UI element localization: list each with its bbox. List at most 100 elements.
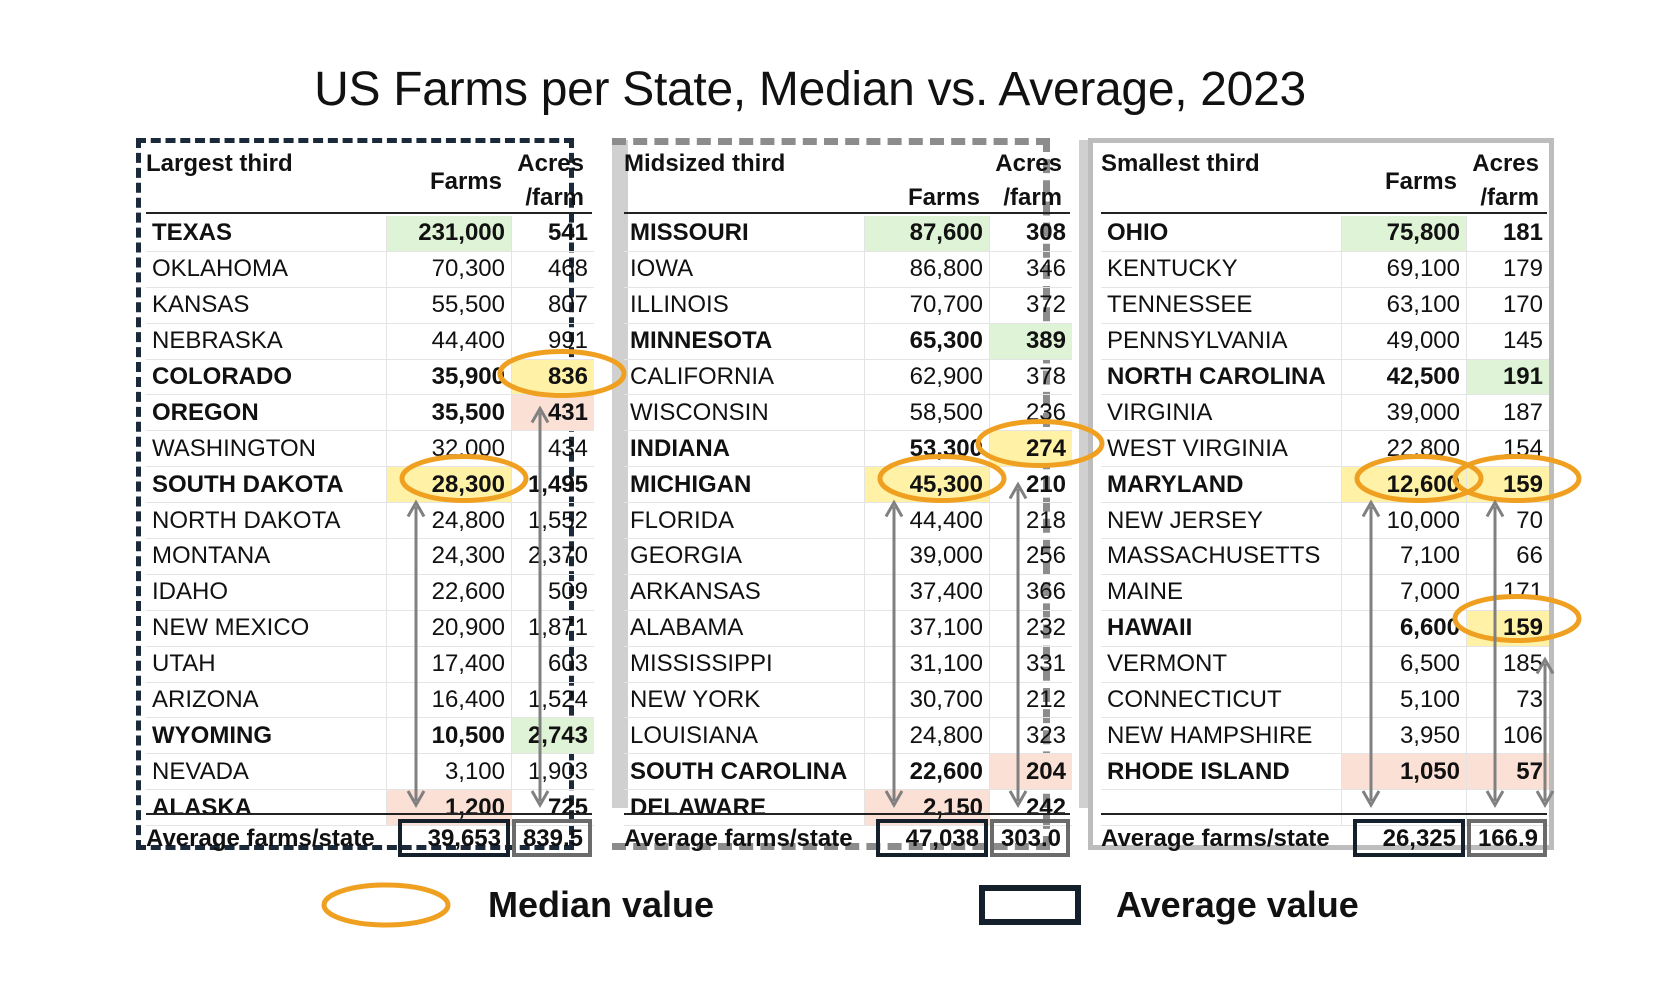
acres-value: 468: [511, 251, 594, 288]
state-name: MISSISSIPPI: [624, 646, 865, 683]
state-name: WASHINGTON: [146, 430, 387, 468]
farms-header-small: Farms: [1384, 168, 1457, 195]
farms-value: 231,000: [386, 216, 512, 252]
table-row: NORTH CAROLINA 42,500 191: [1101, 359, 1549, 396]
table-row: VIRGINIA 39,000 187: [1101, 394, 1549, 432]
table-row: IDAHO 22,600 509: [146, 574, 594, 611]
state-name: OREGON: [146, 394, 387, 432]
median-acres-ring: [975, 419, 1105, 468]
farms-value: 24,800: [386, 502, 512, 540]
median-acres-ring: [1452, 594, 1582, 643]
acres-value: 1,903: [511, 753, 594, 791]
farms-value: 7,000: [1341, 574, 1467, 611]
acres-range-arrow: [1485, 499, 1505, 809]
state-name: TEXAS: [146, 216, 387, 252]
acres-value: 836: [511, 359, 594, 396]
acres-header-small: Acres: [1472, 150, 1539, 177]
farms-range-arrow: [884, 499, 904, 809]
median-farms-ring: [399, 454, 529, 503]
table-row: LOUISIANA 24,800 323: [624, 717, 1072, 755]
average-rule-mid: [624, 813, 1070, 815]
legend-median-label: Median value: [488, 884, 715, 925]
farms-value: 6,600: [1341, 610, 1467, 647]
table-row: NEW YORK 30,700 212: [624, 682, 1072, 719]
state-name: FLORIDA: [624, 502, 865, 540]
state-name: ALABAMA: [624, 610, 865, 647]
table-row: NEBRASKA 44,400 991: [146, 323, 594, 360]
state-name: WYOMING: [146, 717, 387, 755]
average-rule-large: [146, 813, 592, 815]
acres-value: 1,524: [511, 682, 594, 719]
acres-value: 389: [989, 323, 1072, 360]
farms-value: 87,600: [864, 216, 990, 252]
median-acres-ring: [1452, 454, 1582, 503]
acres-value: 256: [989, 538, 1072, 575]
acres-value: 204: [989, 753, 1072, 791]
table-row: KANSAS 55,500 807: [146, 287, 594, 324]
table-large: TEXAS 231,000 541 OKLAHOMA 70,300 468 KANSAS 55…: [146, 216, 594, 827]
farms-value: 22,600: [864, 753, 990, 791]
state-name: ALASKA: [146, 789, 387, 827]
acres-header-large: Acres: [517, 150, 584, 177]
farms-value: 65,300: [864, 323, 990, 360]
state-name: DELAWARE: [624, 789, 865, 827]
average-label-large: Average farms/state: [146, 825, 375, 852]
acres-value: 212: [989, 682, 1072, 719]
state-name: MARYLAND: [1101, 466, 1342, 504]
farms-value: 3,100: [386, 753, 512, 791]
legend-average-label: Average value: [1116, 884, 1359, 925]
state-name: CONNECTICUT: [1101, 682, 1342, 719]
farms-value: 58,500: [864, 394, 990, 432]
acres-value: 346: [989, 251, 1072, 288]
farms-value: 3,950: [1341, 717, 1467, 755]
farms-value: 5,100: [1341, 682, 1467, 719]
table-row: ILLINOIS 70,700 372: [624, 287, 1072, 324]
acres-value: 323: [989, 717, 1072, 755]
acres-value: 187: [1466, 394, 1549, 432]
table-row: VERMONT 6,500 185: [1101, 646, 1549, 683]
state-name: KANSAS: [146, 287, 387, 324]
state-name: OHIO: [1101, 216, 1342, 252]
acres-subheader-small: /farm: [1480, 184, 1539, 211]
average-label-mid: Average farms/state: [624, 825, 853, 852]
state-name: NORTH CAROLINA: [1101, 359, 1342, 396]
average-farms-large: 39,653: [398, 819, 510, 857]
acres-range-arrow-lower: [1535, 656, 1555, 809]
table-small: OHIO 75,800 181 KENTUCKY 69,100 179 TENNESSEE 6…: [1101, 216, 1549, 827]
average-label-small: Average farms/state: [1101, 825, 1330, 852]
acres-range-arrow: [530, 405, 550, 809]
table-row: GEORGIA 39,000 256: [624, 538, 1072, 575]
farms-value: 30,700: [864, 682, 990, 719]
acres-value: 509: [511, 574, 594, 611]
average-acres-small: 166.9: [1467, 819, 1547, 857]
acres-value: 73: [1466, 682, 1549, 719]
group-title-mid: Midsized third: [624, 150, 786, 177]
state-name: ILLINOIS: [624, 287, 865, 324]
state-name: MONTANA: [146, 538, 387, 575]
acres-value: 232: [989, 610, 1072, 647]
table-row: TENNESSEE 63,100 170: [1101, 287, 1549, 324]
state-name: VERMONT: [1101, 646, 1342, 683]
average-acres-mid: 303.0: [990, 819, 1070, 857]
acres-value: 218: [989, 502, 1072, 540]
smallest-third-panel: [1088, 138, 1554, 850]
farms-value: 10,000: [1341, 502, 1467, 540]
table-row: COLORADO 35,900 836: [146, 359, 594, 396]
acres-value: 66: [1466, 538, 1549, 575]
acres-value: 431: [511, 394, 594, 432]
farms-header-large: Farms: [429, 168, 502, 195]
farms-value: 55,500: [386, 287, 512, 324]
average-acres-large: 839.5: [512, 819, 592, 857]
table-row: IOWA 86,800 346: [624, 251, 1072, 288]
acres-value: 106: [1466, 717, 1549, 755]
median-acres-ring: [497, 349, 627, 398]
farms-value: 24,300: [386, 538, 512, 575]
farms-value: 70,300: [386, 251, 512, 288]
farms-value: 75,800: [1341, 216, 1467, 252]
acres-value: 145: [1466, 323, 1549, 360]
table-row: MAINE 7,000 171: [1101, 574, 1549, 611]
header-rule-mid: [624, 212, 1070, 214]
state-name: NORTH DAKOTA: [146, 502, 387, 540]
table-row: PENNSYLVANIA 49,000 145: [1101, 323, 1549, 360]
state-name: ARKANSAS: [624, 574, 865, 611]
